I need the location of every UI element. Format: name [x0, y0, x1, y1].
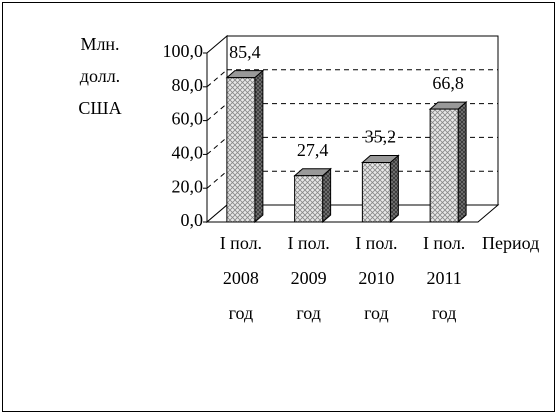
x-tick-label: 2010: [358, 268, 394, 288]
y-axis-label: США: [78, 98, 121, 118]
bar: [294, 175, 324, 223]
x-tick-label: год: [296, 303, 321, 323]
x-tick-label: I пол.: [287, 233, 329, 253]
data-label: 66,8: [432, 73, 464, 93]
grid-line: [206, 170, 228, 189]
data-label: 35,2: [365, 127, 397, 147]
bar-side: [322, 167, 332, 224]
x-tick-label: год: [229, 303, 254, 323]
left-wall: [206, 34, 228, 224]
y-tick-label: 0,0: [181, 210, 204, 230]
y-tick-label: 20,0: [172, 176, 204, 196]
grid-line: [206, 69, 228, 88]
y-tick-label: 100,0: [163, 41, 204, 61]
data-label: 85,4: [229, 42, 261, 62]
y-tick-label: 40,0: [172, 143, 204, 163]
x-tick-label: 2009: [291, 268, 327, 288]
x-tick-label: год: [432, 303, 457, 323]
x-tick-label: I пол.: [423, 233, 465, 253]
x-tick-label: год: [364, 303, 389, 323]
bar-side: [389, 154, 399, 224]
bar: [361, 162, 391, 223]
data-label: 27,4: [297, 140, 329, 160]
grid-line: [206, 103, 228, 121]
x-tick-label: I пол.: [355, 233, 397, 253]
bar: [226, 77, 256, 223]
x-tick-label: I пол.: [220, 233, 262, 253]
x-tick-label: 2011: [426, 268, 461, 288]
x-axis-label: Период: [482, 233, 539, 253]
bar: [429, 108, 459, 223]
bar-side: [457, 101, 467, 224]
x-tick-label: 2008: [223, 268, 259, 288]
y-tick-label: 60,0: [172, 109, 204, 129]
y-axis-label: Млн.: [80, 34, 119, 54]
bar-side: [254, 69, 264, 224]
grid-line: [206, 137, 228, 155]
y-tick-label: 80,0: [172, 75, 204, 95]
y-axis-label: долл.: [80, 66, 120, 86]
